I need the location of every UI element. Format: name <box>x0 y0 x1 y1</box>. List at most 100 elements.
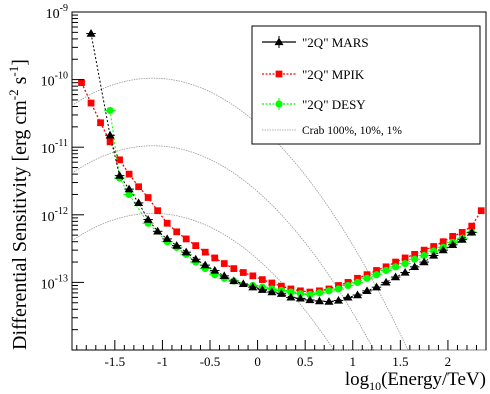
data-point <box>106 138 114 146</box>
data-point <box>257 285 267 293</box>
y-axis: 10-13 10-12 10-11 10-10 10-9 <box>41 3 84 351</box>
data-point <box>219 271 229 279</box>
data-point <box>78 79 85 87</box>
data-point <box>295 293 305 302</box>
data-point <box>97 119 104 127</box>
legend-box <box>251 25 481 145</box>
data-point <box>325 287 333 295</box>
legend-item: "2Q" MARS <box>262 35 369 50</box>
data-point <box>411 250 418 258</box>
data-point <box>144 194 152 201</box>
y-axis-label-sup-2: -1 <box>6 66 21 77</box>
data-point <box>286 292 296 301</box>
data-point <box>439 238 447 246</box>
data-point <box>353 290 363 299</box>
data-point <box>381 277 391 286</box>
y-tick-label: 10-13 <box>41 273 68 292</box>
data-point <box>296 290 305 298</box>
data-point <box>391 272 401 281</box>
data-point <box>143 215 153 223</box>
data-point <box>163 219 171 227</box>
data-point <box>315 289 324 297</box>
y-tick-label: 10-9 <box>46 3 68 22</box>
data-point <box>135 183 142 191</box>
x-axis-label: log10(Energy/TeV) <box>345 369 486 393</box>
data-point <box>477 207 485 215</box>
data-point <box>420 246 428 254</box>
data-point <box>344 281 352 290</box>
legend-label: "2Q" DESY <box>302 97 366 112</box>
data-point <box>457 235 467 243</box>
data-point <box>154 207 162 215</box>
legend-item: "2Q" DESY <box>262 97 366 112</box>
data-point <box>201 248 209 256</box>
data-point <box>362 286 372 294</box>
data-point <box>268 279 276 287</box>
data-point <box>391 263 400 271</box>
y-axis-label-end: ] <box>9 59 31 66</box>
y-tick-label: 10-10 <box>41 71 68 90</box>
data-point <box>125 190 133 199</box>
data-point <box>401 259 409 268</box>
data-point <box>258 276 266 283</box>
data-point <box>106 106 114 115</box>
data-point <box>87 99 95 107</box>
data-point <box>173 228 181 236</box>
data-point <box>210 265 220 274</box>
data-point <box>172 241 182 249</box>
data-point <box>124 184 134 193</box>
data-point <box>182 235 190 243</box>
data-point <box>382 263 390 271</box>
data-point <box>420 251 428 260</box>
data-point <box>468 222 476 230</box>
data-point <box>372 282 382 291</box>
data-point <box>275 100 283 108</box>
data-point <box>314 296 324 305</box>
series-qmars <box>86 29 477 305</box>
data-point <box>86 29 96 37</box>
y-axis-label-mid: s <box>9 76 31 89</box>
data-point <box>343 292 353 301</box>
data-point <box>411 255 419 263</box>
legend-item: "2Q" MPIK <box>262 67 365 82</box>
y-axis-label-main: Differential Sensitivity [erg cm <box>9 100 31 350</box>
data-point <box>230 265 238 272</box>
x-axis: -1.5 -1 -0.5 0 0.5 1 1.5 2 <box>76 340 487 369</box>
data-point <box>467 227 477 236</box>
data-point <box>410 262 420 270</box>
data-point <box>382 266 390 275</box>
data-point <box>429 250 439 259</box>
data-series-layer <box>78 29 485 305</box>
data-point <box>401 254 409 262</box>
data-point <box>354 274 361 282</box>
data-point <box>181 247 191 256</box>
legend-label: "2Q" MPIK <box>302 67 365 82</box>
data-point <box>324 297 334 305</box>
x-axis-label-rest: (Energy/TeV) <box>381 369 486 390</box>
data-point <box>191 254 201 263</box>
data-point <box>373 267 380 274</box>
data-point <box>449 232 457 240</box>
data-point <box>276 289 286 297</box>
data-point <box>267 287 277 296</box>
data-point <box>134 198 144 207</box>
data-point <box>192 242 200 249</box>
crab-curve <box>71 212 486 351</box>
data-point <box>458 228 466 236</box>
data-point <box>239 269 247 276</box>
legend-item: Crab 100%, 10%, 1% <box>262 125 402 137</box>
x-tick-label: 0.5 <box>297 354 313 369</box>
series-line <box>90 33 473 303</box>
data-point <box>287 288 295 296</box>
data-point <box>220 260 228 267</box>
y-tick-label: 10-11 <box>41 138 68 157</box>
x-tick-label: 1 <box>350 354 357 369</box>
data-point <box>448 240 458 248</box>
data-point <box>392 258 399 266</box>
legend: "2Q" MARS "2Q" MPIK "2Q" DESY Crab 100%, 10… <box>251 25 481 145</box>
data-point <box>400 268 410 276</box>
legend-items: "2Q" MARS "2Q" MPIK "2Q" DESY Crab 100%, 10… <box>262 35 402 137</box>
data-point <box>115 171 125 179</box>
legend-label: "2Q" MARS <box>302 35 369 50</box>
